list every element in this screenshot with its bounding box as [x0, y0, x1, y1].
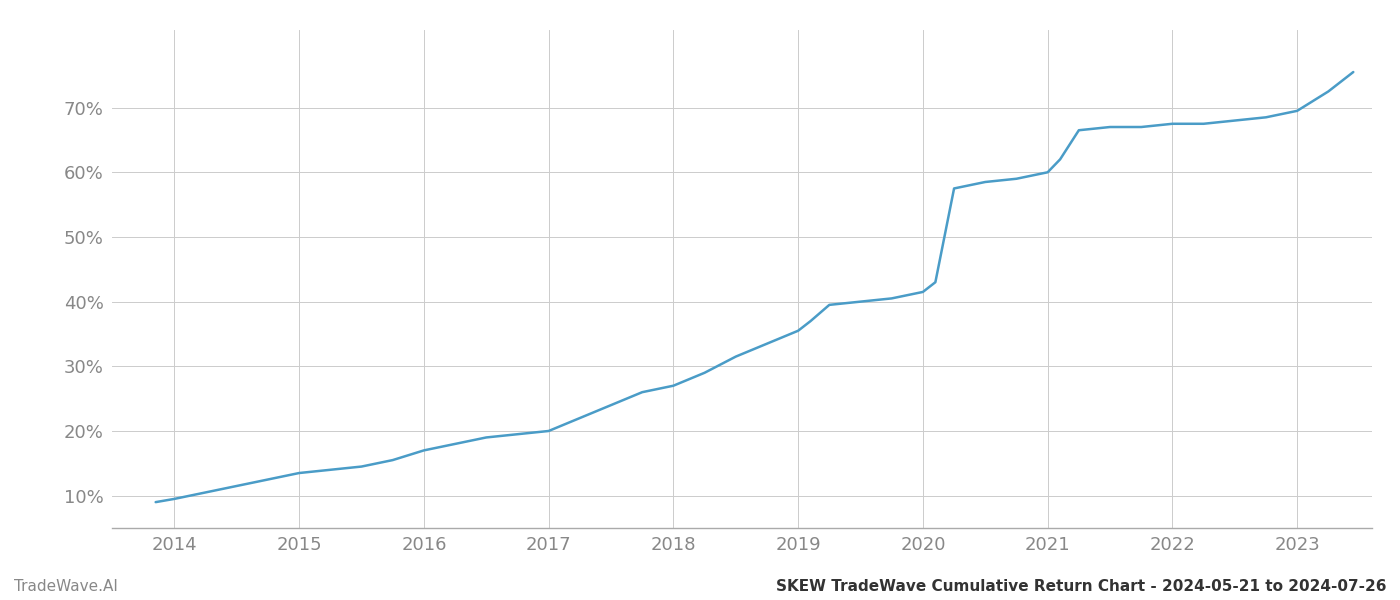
Text: SKEW TradeWave Cumulative Return Chart - 2024-05-21 to 2024-07-26: SKEW TradeWave Cumulative Return Chart -…	[776, 579, 1386, 594]
Text: TradeWave.AI: TradeWave.AI	[14, 579, 118, 594]
